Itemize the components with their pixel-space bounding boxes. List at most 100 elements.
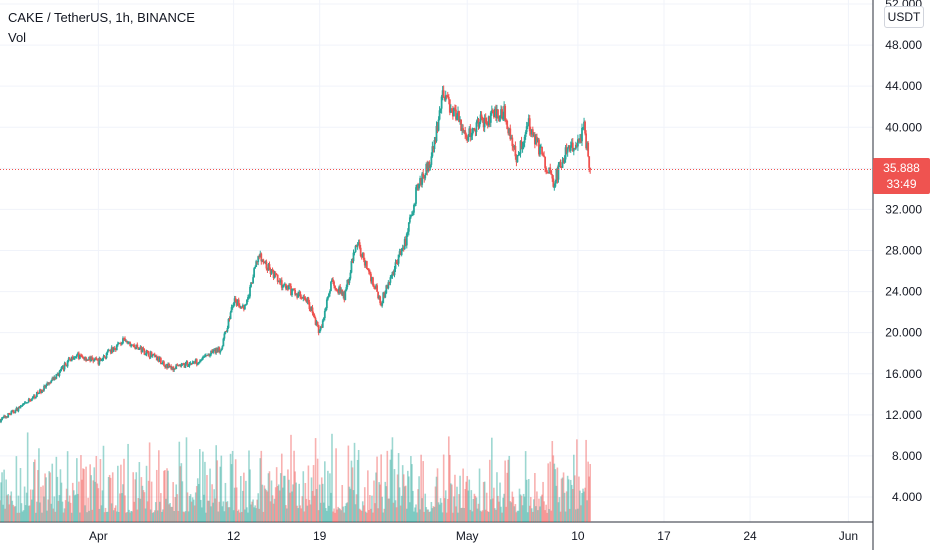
candle-body (51, 378, 54, 381)
candle-body (313, 315, 316, 319)
candle-body (112, 348, 115, 352)
volume-bar (292, 484, 294, 522)
candle-body (396, 262, 399, 264)
volume-bar (368, 510, 370, 522)
volume-bar (143, 492, 146, 522)
candle-body (503, 105, 506, 117)
candle-body (87, 359, 90, 361)
volume-bar (78, 481, 80, 522)
candle-body (261, 259, 264, 262)
volume-bar (40, 486, 42, 522)
volume-bar (344, 506, 347, 522)
candle-body (406, 231, 409, 234)
candle-body (247, 297, 249, 300)
volume-bar (480, 511, 483, 522)
candle-body (439, 108, 442, 111)
volume-bar (463, 508, 465, 522)
volume-bar (563, 492, 566, 522)
volume-bar (230, 464, 233, 522)
volume-label: Vol (8, 30, 27, 45)
volume-bar (503, 493, 505, 522)
volume-bar (380, 454, 382, 522)
candle-body (130, 345, 133, 347)
candle-body (495, 108, 497, 118)
volume-bar (329, 473, 331, 522)
volume-bar (450, 483, 452, 522)
volume-bar (316, 458, 319, 522)
volume-bar (245, 480, 247, 522)
candle-body (515, 156, 518, 163)
candle-body (550, 170, 553, 175)
volume-bar (472, 498, 475, 522)
volume-bar (21, 511, 24, 522)
candle-body (393, 268, 396, 276)
volume-bar (12, 504, 15, 522)
candle-body (414, 203, 416, 205)
x-tick-label: Jun (839, 529, 858, 543)
volume-bar (199, 449, 201, 522)
candle-body (31, 396, 34, 400)
volume-bar (339, 508, 341, 522)
candle-body (229, 312, 232, 319)
candle-body (522, 142, 525, 147)
volume-bar (68, 495, 71, 522)
candle-body (475, 122, 478, 133)
candle-body (534, 136, 537, 145)
volume-bar (525, 479, 528, 522)
candle-body (158, 358, 161, 362)
volume-bar (444, 490, 447, 522)
candle-body (173, 368, 176, 370)
candle-body (275, 274, 278, 276)
candle-body (551, 174, 554, 179)
volume-bar (53, 496, 56, 522)
candle-body (269, 269, 272, 274)
volume-bar (570, 484, 573, 522)
candle-body (568, 145, 571, 151)
volume-bar (381, 496, 383, 522)
volume-bar (112, 510, 115, 522)
volume-bar (286, 508, 288, 522)
candle-body (16, 407, 19, 412)
volume-bar (576, 439, 578, 522)
candle-body (17, 407, 20, 412)
candle-body (20, 405, 23, 407)
candle-body (176, 364, 179, 366)
candle-body (574, 144, 577, 149)
volume-bar (333, 508, 335, 522)
volume-bar (364, 511, 367, 522)
candle-body (552, 178, 555, 187)
candle-body (360, 256, 363, 258)
volume-bar (342, 506, 345, 522)
candle-body (453, 107, 455, 117)
volume-bar (287, 469, 289, 522)
candle-body (488, 116, 491, 123)
volume-bar (295, 482, 297, 522)
volume-bar (131, 511, 133, 522)
currency-button[interactable]: USDT (884, 6, 924, 28)
volume-bar (176, 494, 179, 522)
volume-bar (553, 463, 556, 522)
candle-body (454, 107, 456, 110)
volume-bar (454, 474, 456, 522)
candle-body (523, 136, 526, 143)
candle-body (473, 128, 476, 131)
volume-bar (116, 511, 118, 522)
candle-body (181, 363, 184, 365)
volume-bar (366, 512, 368, 522)
candle-body (447, 96, 450, 100)
volume-bar (192, 499, 195, 522)
volume-bar (501, 512, 503, 522)
volume-bar (196, 478, 199, 522)
volume-bar (274, 487, 277, 522)
candle-body (580, 138, 582, 142)
candle-body (412, 212, 414, 215)
candle-body (242, 305, 245, 310)
volume-bar (398, 487, 401, 522)
candle-body (563, 159, 566, 163)
candle-body (122, 338, 124, 344)
candle-body (264, 261, 267, 264)
candle-body (114, 348, 117, 351)
candle-body (510, 137, 513, 140)
candle-body (217, 347, 220, 353)
